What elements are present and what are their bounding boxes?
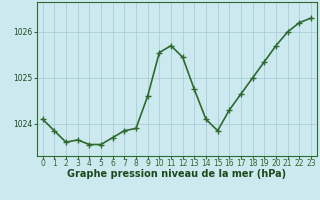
X-axis label: Graphe pression niveau de la mer (hPa): Graphe pression niveau de la mer (hPa) (67, 169, 286, 179)
